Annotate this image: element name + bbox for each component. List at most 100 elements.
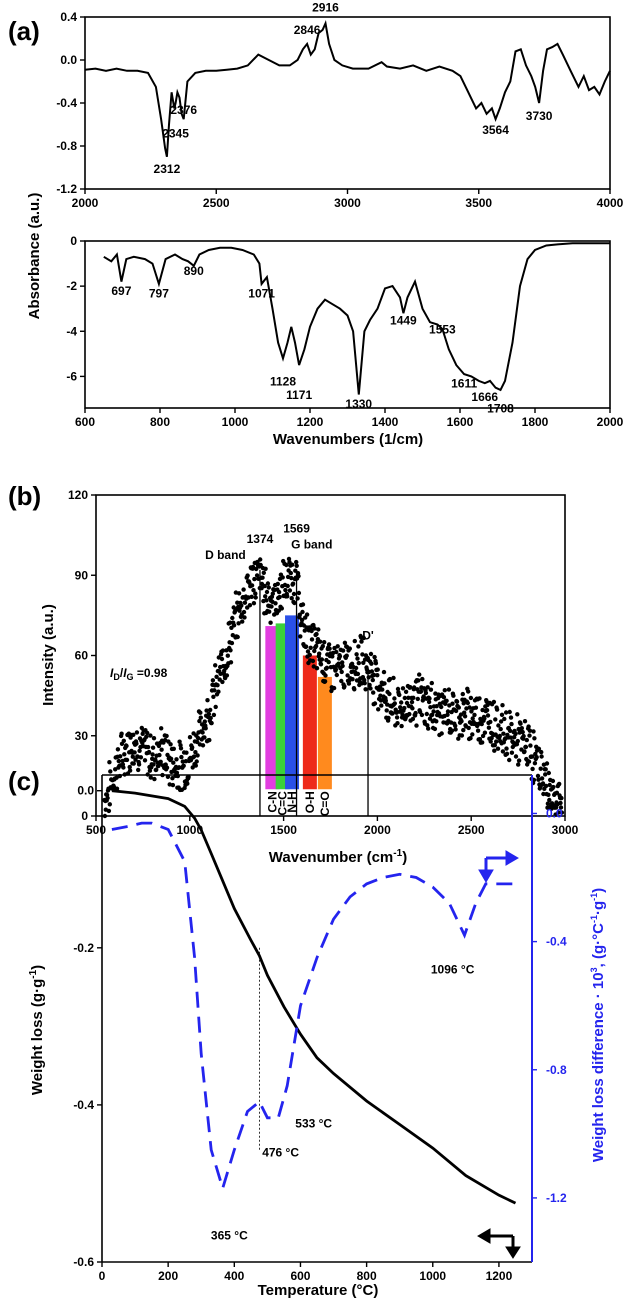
raman-point xyxy=(304,612,310,617)
raman-point xyxy=(449,728,455,733)
raman-point xyxy=(254,566,259,572)
raman-point xyxy=(496,723,501,728)
raman-point xyxy=(439,731,444,736)
raman-point xyxy=(262,583,267,589)
peak-label: 890 xyxy=(184,264,204,278)
x-tick-label: 1500 xyxy=(270,823,297,837)
raman-point xyxy=(491,699,497,705)
raman-point xyxy=(361,635,366,641)
raman-point xyxy=(183,759,189,764)
raman-point xyxy=(164,733,169,739)
raman-point xyxy=(216,689,221,694)
ratio-value: =0.98 xyxy=(134,666,168,680)
raman-point xyxy=(245,573,250,578)
raman-point xyxy=(557,781,562,787)
peak-label: 3730 xyxy=(526,109,553,123)
raman-point xyxy=(336,661,341,666)
x-axis-label-b: Wavenumber (cm-1) xyxy=(269,848,407,866)
raman-point xyxy=(532,736,537,741)
raman-point xyxy=(395,686,401,692)
raman-point xyxy=(300,602,306,607)
raman-point xyxy=(423,690,429,696)
y-tick-label: 0.4 xyxy=(60,10,77,24)
plot-frame-a-bottom xyxy=(84,240,611,409)
raman-point xyxy=(482,730,488,735)
raman-point xyxy=(445,709,451,714)
raman-point xyxy=(151,762,156,767)
raman-point xyxy=(202,735,207,740)
raman-point xyxy=(498,719,504,724)
raman-point xyxy=(116,758,122,764)
raman-point xyxy=(207,737,212,743)
raman-point xyxy=(148,775,153,780)
y-tick-label: -2 xyxy=(66,279,77,293)
raman-point xyxy=(346,681,352,686)
raman-point xyxy=(386,715,391,721)
raman-point xyxy=(335,644,340,649)
raman-point xyxy=(414,723,419,728)
raman-point xyxy=(519,726,524,731)
raman-point xyxy=(532,761,538,766)
x-tick-label: 2000 xyxy=(364,823,391,837)
raman-point xyxy=(150,752,155,757)
raman-point xyxy=(263,566,268,571)
raman-point xyxy=(468,695,474,701)
raman-point xyxy=(213,663,218,668)
raman-point xyxy=(204,708,209,713)
raman-point xyxy=(334,649,339,655)
raman-point xyxy=(294,559,299,565)
raman-point xyxy=(205,698,210,703)
raman-point xyxy=(107,802,113,807)
raman-point xyxy=(142,758,148,763)
right-axis-arrow-icon xyxy=(478,850,519,883)
raman-point xyxy=(504,746,509,751)
raman-point xyxy=(270,591,275,596)
peak-label: 1708 xyxy=(487,402,514,416)
raman-point xyxy=(212,688,217,693)
raman-point xyxy=(209,720,214,726)
raman-point xyxy=(516,758,522,763)
y-axis-label-a: Absorbance (a.u.) xyxy=(26,193,43,320)
raman-point xyxy=(559,810,565,815)
raman-point xyxy=(492,748,497,753)
raman-point xyxy=(154,767,159,772)
raman-point xyxy=(356,644,361,649)
raman-point xyxy=(263,594,268,599)
raman-point xyxy=(215,683,220,688)
raman-point xyxy=(513,754,519,759)
peak-label: 1096 °C xyxy=(431,963,475,977)
x-axis-label-b-end: ) xyxy=(402,849,407,866)
peak-label: 1611 xyxy=(451,377,477,391)
raman-point xyxy=(292,600,297,606)
intensity-ratio-label: ID/IG =0.98 xyxy=(110,666,168,682)
raman-point xyxy=(515,712,520,717)
raman-point xyxy=(544,761,550,766)
raman-point xyxy=(345,673,350,678)
raman-point xyxy=(488,739,493,744)
raman-point xyxy=(208,707,213,713)
x-tick-label: 4000 xyxy=(597,196,624,210)
x-tick-label: 2500 xyxy=(203,196,230,210)
raman-point xyxy=(194,759,199,764)
peak-label: 2846 xyxy=(294,23,321,37)
raman-point xyxy=(152,776,157,782)
y-tick-label: 30 xyxy=(75,729,89,743)
raman-point xyxy=(266,585,271,590)
peak-label: 1071 xyxy=(248,286,275,300)
raman-point xyxy=(466,689,471,694)
x-tick-label: 600 xyxy=(75,415,95,429)
raman-point xyxy=(446,687,452,692)
x-tick-label: 1800 xyxy=(522,415,549,429)
raman-point xyxy=(213,704,218,710)
raman-point xyxy=(550,778,556,784)
x-tick-label: 1200 xyxy=(486,1269,513,1283)
raman-point xyxy=(384,708,389,713)
raman-point xyxy=(294,563,299,568)
raman-point xyxy=(200,730,205,735)
raman-point xyxy=(558,800,563,806)
raman-point xyxy=(168,756,174,761)
raman-point xyxy=(131,732,136,737)
raman-point xyxy=(312,626,317,631)
y-axis-label-b: Intensity (a.u.) xyxy=(40,604,57,706)
peak-label: 1171 xyxy=(286,388,312,402)
